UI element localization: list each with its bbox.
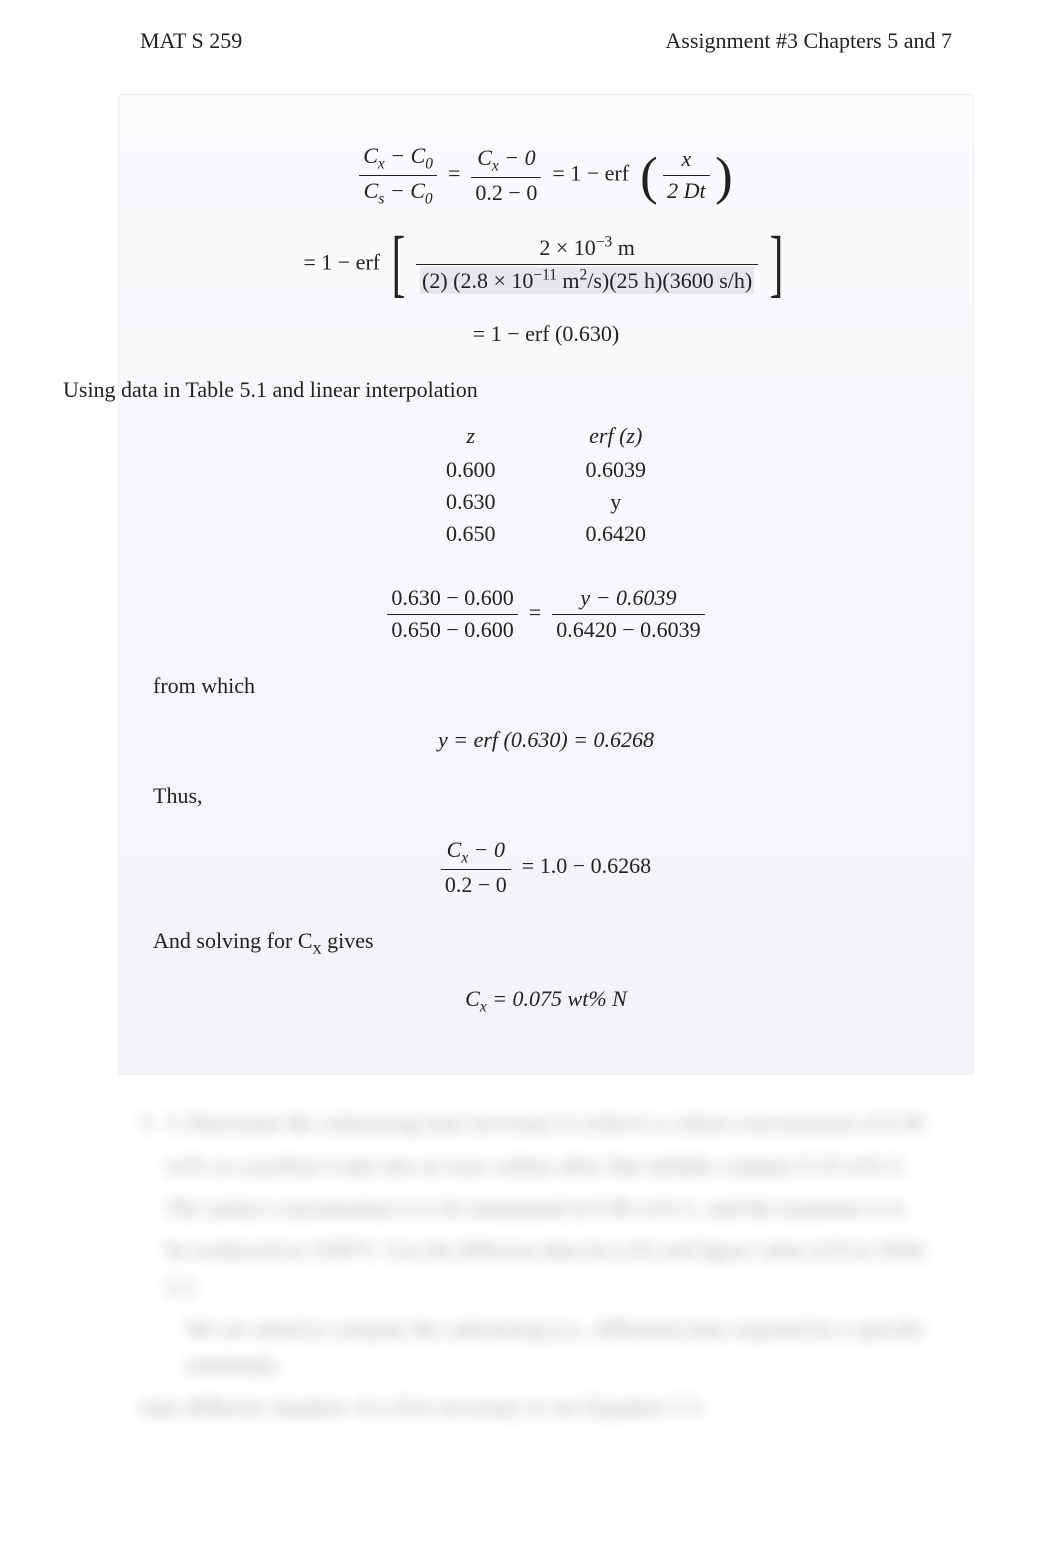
blur-line-3: The surface concentration is to be maint… — [140, 1190, 952, 1226]
eq4-rden: 0.6420 − 0.6039 — [556, 617, 700, 642]
eq1-rhs-prefix: = 1 − erf — [552, 161, 629, 186]
eq6-rhs: = 1.0 − 0.6268 — [522, 853, 651, 878]
eq2-prefix: = 1 − erf — [303, 250, 380, 275]
table-cell: 0.600 — [446, 457, 496, 483]
assignment-title: Assignment #3 Chapters 5 and 7 — [665, 28, 952, 54]
course-code: MAT S 259 — [140, 28, 242, 54]
equation-1: Cx − C0 Cs − C0 = Cx − 0 0.2 − 0 = 1 − e… — [153, 141, 939, 210]
table-hdr-z: z — [446, 423, 496, 449]
blur-line-4: be conducted at 1100°C. Use the diffusio… — [140, 1232, 952, 1305]
table-col-erf: erf (z) 0.6039 y 0.6420 — [586, 417, 647, 553]
from-which-label: from which — [153, 668, 939, 703]
blur-line-6: state diffusion situation. It is first n… — [140, 1389, 952, 1425]
equation-7: Cx = 0.075 wt% N — [153, 984, 939, 1018]
blur-line-2: wt% at a position 4 mm into an iron–carb… — [140, 1148, 952, 1184]
interpolation-table: z 0.600 0.630 0.650 erf (z) 0.6039 y 0.6… — [153, 417, 939, 553]
eq2-num: 2 × 10−3 m — [539, 235, 634, 260]
thus-label: Thus, — [153, 778, 939, 813]
blurred-preview: 3.3. Determine the carburizing time nece… — [140, 1105, 952, 1425]
table-cell: 0.6420 — [586, 521, 647, 547]
table-cell: 0.6039 — [586, 457, 647, 483]
eq1-arg-den: 2 Dt — [667, 178, 706, 203]
eq6-den: 0.2 − 0 — [445, 872, 507, 897]
eq1-mid-num: Cx − 0 — [477, 145, 535, 170]
table-cell: y — [586, 489, 647, 515]
eq4-rnum: y − 0.6039 — [580, 585, 676, 610]
equation-4: 0.630 − 0.600 0.650 − 0.600 = y − 0.6039… — [153, 583, 939, 646]
interp-intro: Using data in Table 5.1 and linear inter… — [63, 372, 939, 407]
equation-6: Cx − 0 0.2 − 0 = 1.0 − 0.6268 — [153, 835, 939, 901]
eq1-lhs-den: Cs − C0 — [364, 178, 433, 203]
eq1-arg-num: x — [682, 146, 692, 171]
table-hdr-erf: erf (z) — [586, 423, 647, 449]
equation-3: = 1 − erf (0.630) — [153, 319, 939, 350]
eq6-num: Cx − 0 — [447, 837, 505, 862]
eq5-text: y = erf (0.630) = 0.6268 — [438, 727, 654, 752]
table-col-z: z 0.600 0.630 0.650 — [446, 417, 496, 553]
solution-box: Cx − C0 Cs − C0 = Cx − 0 0.2 − 0 = 1 − e… — [118, 94, 974, 1075]
blur-line-5: We are asked to compute the carburizing … — [140, 1311, 952, 1384]
eq1-lhs-num: Cx − C0 — [363, 143, 433, 168]
table-cell: 0.630 — [446, 489, 496, 515]
equation-2: = 1 − erf [ 2 × 10−3 m (2) (2.8 × 10−11 … — [153, 232, 939, 297]
eq4-lden: 0.650 − 0.600 — [391, 617, 513, 642]
eq2-den: (2) (2.8 × 10−11 m2/s)(25 h)(3600 s/h) — [420, 267, 754, 294]
eq7-text: Cx = 0.075 wt% N — [465, 986, 627, 1011]
blur-line-1: 3. Determine the carburizing time necess… — [166, 1110, 923, 1135]
solving-label: And solving for Cx gives — [153, 923, 939, 963]
equation-5: y = erf (0.630) = 0.6268 — [153, 725, 939, 756]
table-cell: 0.650 — [446, 521, 496, 547]
eq3-text: = 1 − erf (0.630) — [473, 321, 619, 346]
eq4-lnum: 0.630 − 0.600 — [391, 585, 513, 610]
eq1-mid-den: 0.2 − 0 — [475, 180, 537, 205]
